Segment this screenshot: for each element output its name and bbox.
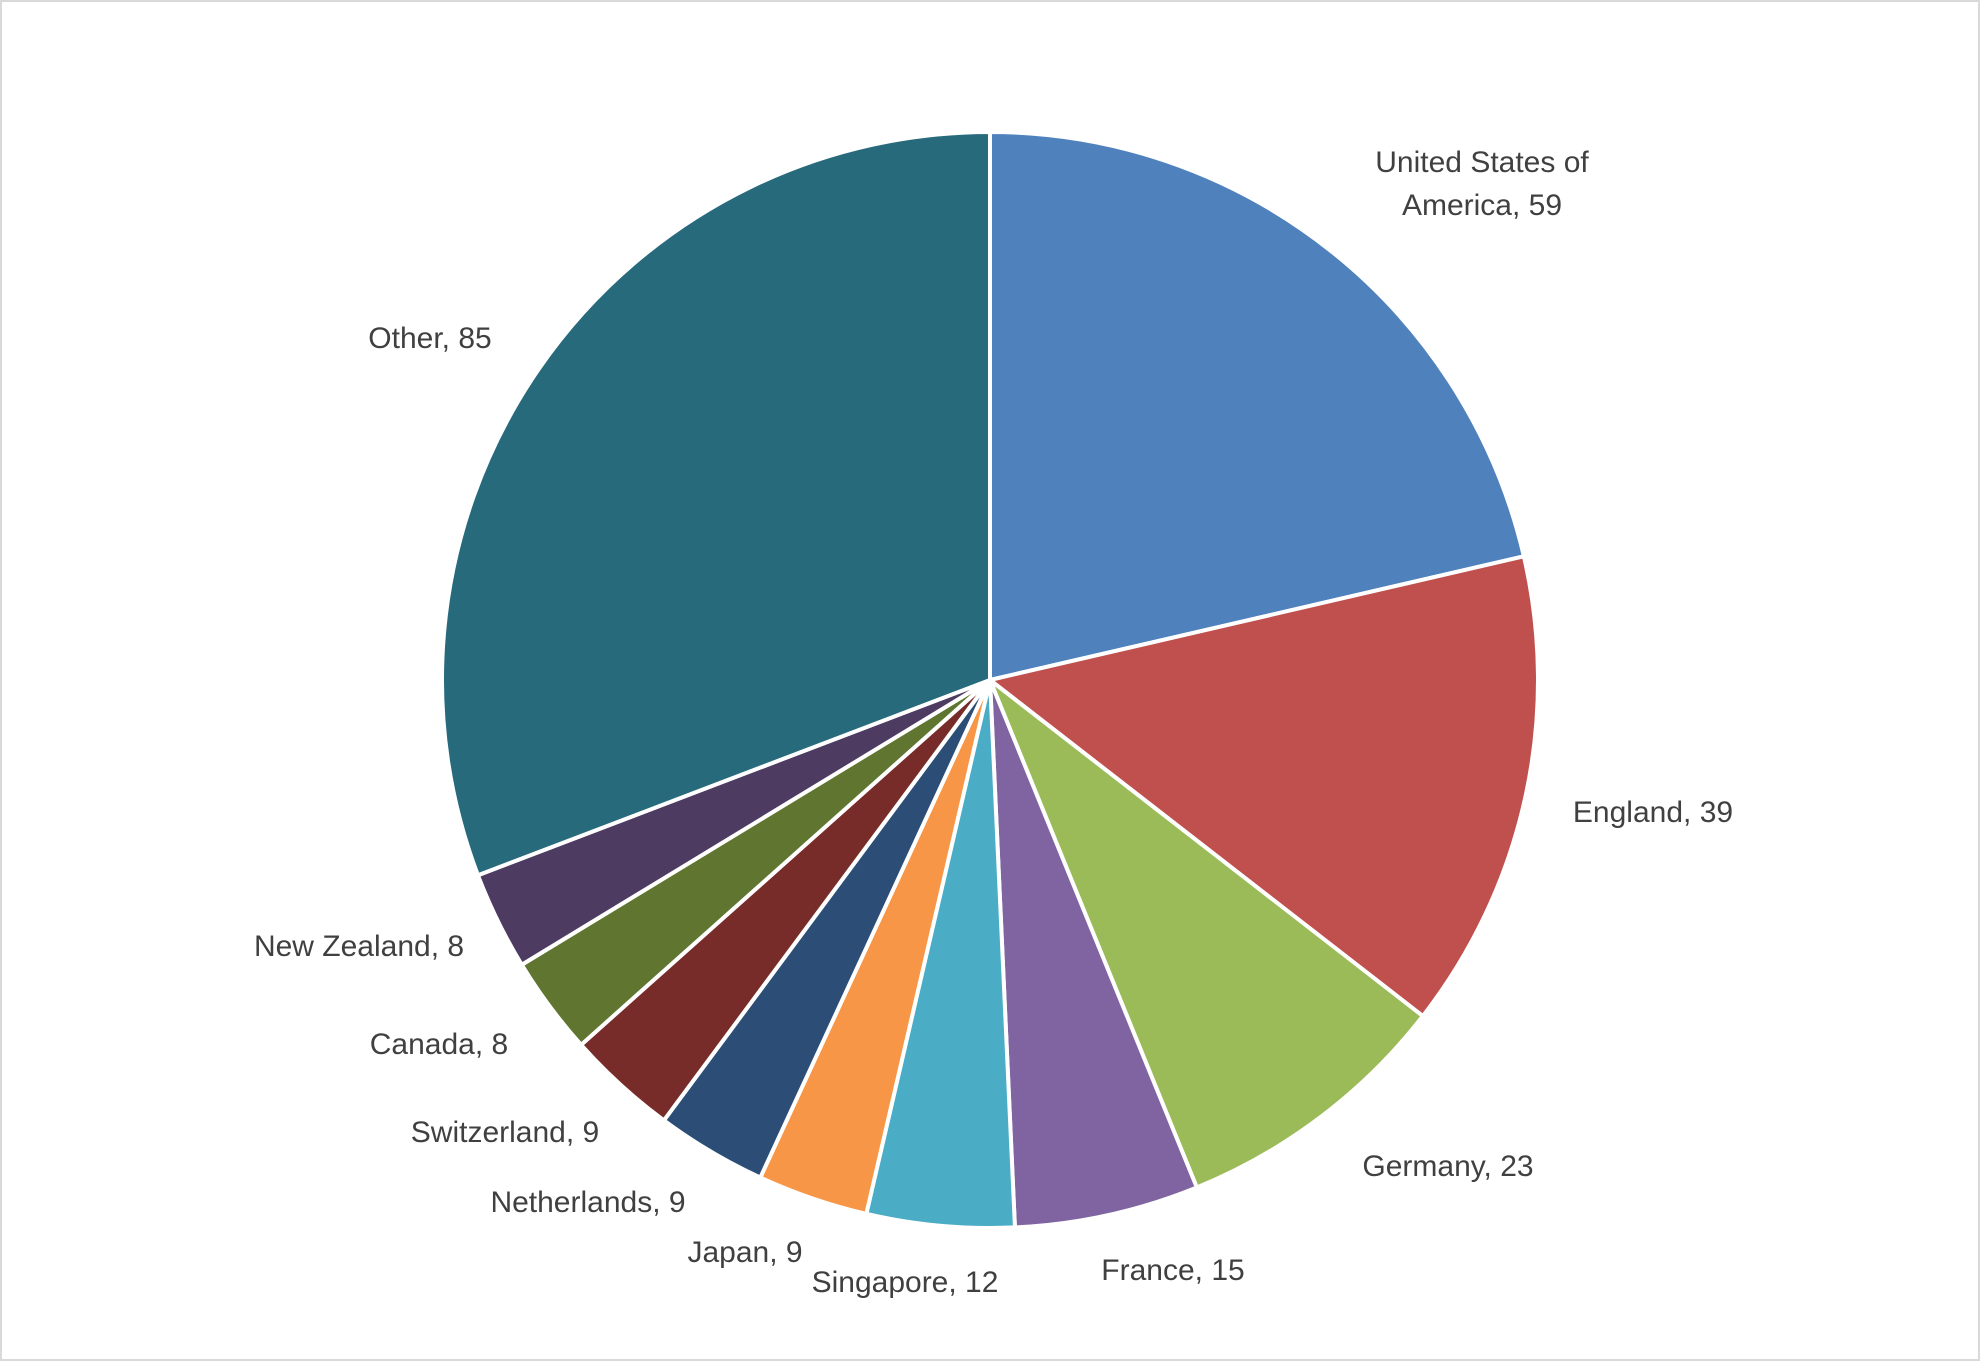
data-label-canada: Canada, 8 bbox=[370, 1028, 508, 1061]
data-label-united-states-of-america: United States of America, 59 bbox=[1375, 146, 1589, 222]
data-label-switzerland: Switzerland, 9 bbox=[411, 1116, 599, 1149]
data-label-line: England, 39 bbox=[1573, 796, 1733, 829]
data-label-line: Switzerland, 9 bbox=[411, 1116, 599, 1149]
data-label-germany: Germany, 23 bbox=[1362, 1150, 1533, 1183]
data-label-line: Japan, 9 bbox=[687, 1236, 802, 1269]
data-label-netherlands: Netherlands, 9 bbox=[490, 1186, 685, 1219]
data-label-line: Other, 85 bbox=[368, 322, 491, 355]
data-label-line: Canada, 8 bbox=[370, 1028, 508, 1061]
data-label-line: Singapore, 12 bbox=[812, 1266, 999, 1299]
data-label-line: America, 59 bbox=[1402, 189, 1562, 222]
pie-slice-germany bbox=[988, 678, 1425, 1190]
pie-slice-united-states-of-america bbox=[988, 130, 1526, 682]
pie-slice-other bbox=[440, 130, 992, 878]
pie-data-labels: United States of America, 59 England, 39 Ge… bbox=[254, 146, 1733, 1299]
data-label-other: Other, 85 bbox=[368, 322, 491, 355]
data-label-line: New Zealand, 8 bbox=[254, 930, 464, 963]
data-label-new-zealand: New Zealand, 8 bbox=[254, 930, 464, 963]
data-label-japan: Japan, 9 bbox=[687, 1236, 802, 1269]
data-label-line: France, 15 bbox=[1101, 1254, 1244, 1287]
pie-slices bbox=[440, 130, 1540, 1230]
data-label-line: Germany, 23 bbox=[1362, 1150, 1533, 1183]
pie-slice-england bbox=[988, 554, 1540, 1019]
data-label-france: France, 15 bbox=[1101, 1254, 1244, 1287]
data-label-england: England, 39 bbox=[1573, 796, 1733, 829]
data-label-line: Netherlands, 9 bbox=[490, 1186, 685, 1219]
pie-slice-france bbox=[988, 678, 1199, 1230]
data-label-line: United States of bbox=[1375, 146, 1589, 179]
data-label-singapore: Singapore, 12 bbox=[812, 1266, 999, 1299]
